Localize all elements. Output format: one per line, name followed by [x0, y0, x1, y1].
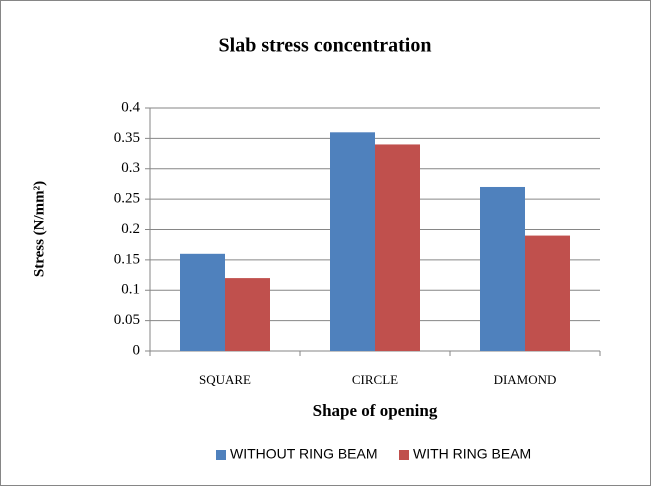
bar	[330, 132, 375, 351]
bar	[225, 278, 270, 351]
y-tick-label: 0.35	[114, 130, 140, 146]
legend-swatch	[216, 450, 226, 460]
y-tick-label: 0.1	[121, 282, 140, 298]
legend-label: WITH RING BEAM	[413, 446, 531, 462]
y-tick-label: 0.15	[114, 251, 140, 267]
legend-swatch	[399, 450, 409, 460]
x-tick-label: SQUARE	[199, 372, 251, 387]
x-tick-label: CIRCLE	[352, 372, 398, 387]
x-axis-title: Shape of opening	[313, 401, 438, 420]
y-tick-label: 0.4	[121, 99, 140, 115]
x-tick-label: DIAMOND	[494, 372, 557, 387]
bar	[525, 235, 570, 351]
chart-title: Slab stress concentration	[219, 35, 432, 57]
y-tick-label: 0.2	[121, 221, 140, 237]
legend-label: WITHOUT RING BEAM	[230, 446, 378, 462]
y-tick-label: 0.25	[114, 191, 140, 207]
y-tick-label: 0.3	[121, 160, 140, 176]
y-axis-title: Stress (N/mm²)	[31, 181, 47, 277]
y-tick-label: 0	[133, 342, 141, 358]
bar	[480, 186, 525, 351]
y-tick-label: 0.05	[114, 312, 140, 328]
bar	[180, 253, 225, 351]
bar	[375, 144, 420, 351]
